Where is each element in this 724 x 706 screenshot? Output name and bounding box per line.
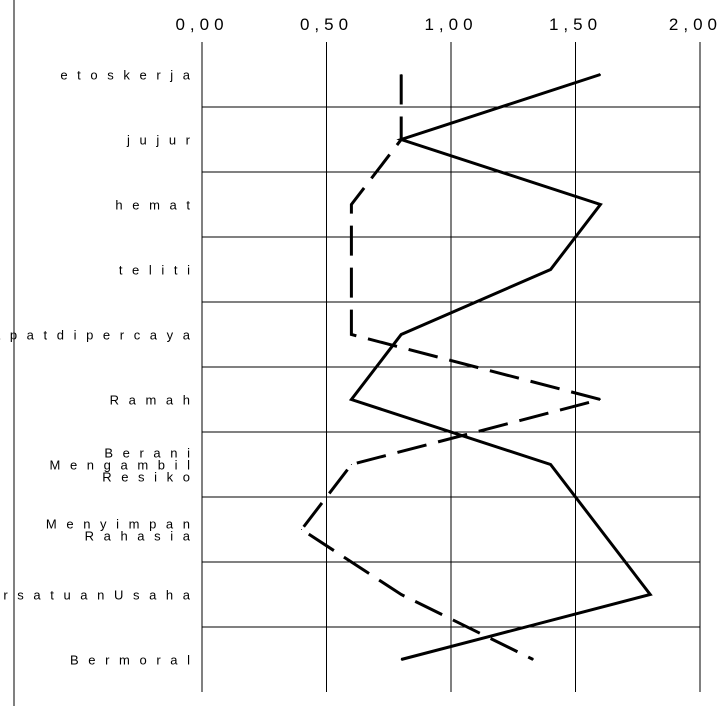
data-point-solid [649,594,651,595]
data-point-solid [400,334,402,335]
x-tick-label: 2,00 [669,15,722,34]
category-label-line: D a p a t d i p e r c a y a [0,328,193,343]
category-label: h e m a t [115,198,193,213]
category-label: j u j u r [126,133,193,148]
data-point-dashed [400,74,402,75]
category-label: e t o s k e r j a [60,68,193,83]
category-label: B e r m o r a l [70,653,193,668]
x-axis-ticks: 0,00 0,50 1,00 1,50 2,00 [175,15,722,34]
data-point-dashed [301,529,303,530]
data-point-dashed [350,464,352,465]
data-point-solid [550,269,552,270]
category-label-line: h e m a t [115,198,193,213]
data-point-dashed [350,269,352,270]
category-label-line: R a h a s i a [85,529,193,544]
data-point-solid [350,399,352,400]
category-label: D a p a t d i p e r c a y a [0,328,193,343]
data-point-dashed [350,204,352,205]
data-point-dashed [350,334,352,335]
category-label: R a m a h [110,393,193,408]
series-line-dashed [299,74,607,661]
category-label-line: M e n g a m b i l [50,458,193,473]
series [299,73,653,661]
data-point-dashed [400,594,402,595]
x-tick-label: 0,50 [300,15,353,34]
x-tick-label: 0,00 [175,15,228,34]
category-label-line: B e r a n i [104,446,193,461]
category-label-line: P e r s a t u a n U s a h a [0,588,193,603]
category-label-line: R a m a h [110,393,193,408]
category-label: t e l i t i [119,263,193,278]
category-label-line: R e s i k o [102,470,193,485]
category-label-line: e t o s k e r j a [60,68,193,83]
x-tick-label: 1,00 [424,15,477,34]
grid [201,42,701,692]
category-labels: e t o s k e r j a j u j u r h e m a t t e l… [0,68,193,668]
data-point-solid [550,464,552,465]
data-point-solid [599,204,601,205]
category-label-line: M e n y i m p a n [46,517,193,532]
data-point-dashed [400,139,402,140]
category-label: P e r s a t u a n U s a h a [0,588,193,603]
data-point-dashed [599,399,601,400]
category-label-line: B e r m o r a l [70,653,193,668]
data-point-solid [599,74,601,75]
data-point-solid [400,659,402,660]
data-point-dashed [532,659,534,660]
category-label-line: j u j u r [126,133,193,148]
series-line-solid [348,73,653,661]
category-label-line: t e l i t i [119,263,193,278]
data-point-solid [599,529,601,530]
x-tick-label: 1,50 [549,15,602,34]
